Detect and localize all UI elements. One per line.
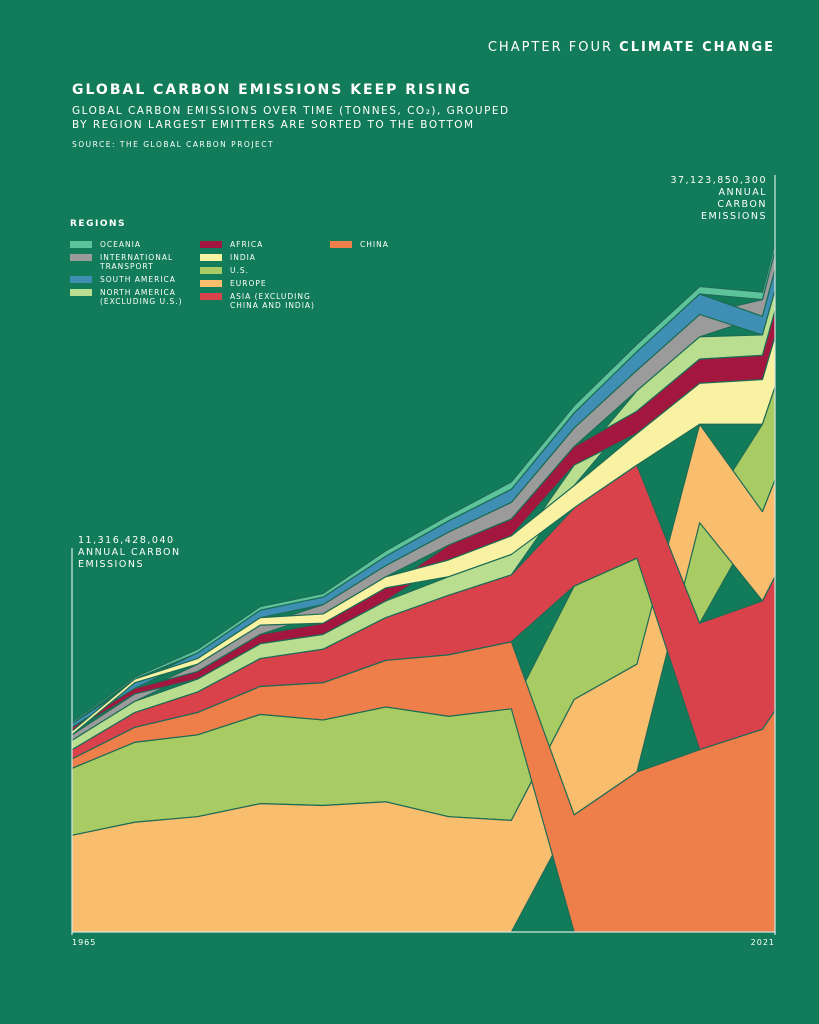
source: SOURCE: THE GLOBAL CARBON PROJECT <box>72 140 275 149</box>
legend-label: U.S. <box>230 266 250 275</box>
legend-item: INTERNATIONAL TRANSPORT <box>70 253 200 271</box>
legend-item: ASIA (EXCLUDING CHINA AND INDIA) <box>200 292 330 310</box>
legend-swatch <box>200 254 222 261</box>
chart-title: GLOBAL CARBON EMISSIONS KEEP RISING <box>72 82 472 98</box>
legend-label: NORTH AMERICA (EXCLUDING U.S.) <box>100 288 183 306</box>
chapter-header: CHAPTER FOUR CLIMATE CHANGE <box>488 40 775 55</box>
annotation: 37,123,850,300 ANNUAL CARBON EMISSIONS <box>637 175 767 223</box>
legend-title: REGIONS <box>70 219 126 229</box>
legend-label: INDIA <box>230 253 256 262</box>
legend-label: SOUTH AMERICA <box>100 275 176 284</box>
legend-label: EUROPE <box>230 279 267 288</box>
legend-item: OCEANIA <box>70 240 200 249</box>
legend-swatch <box>200 280 222 287</box>
legend-swatch <box>70 289 92 296</box>
annotation-text: ANNUAL CARBON EMISSIONS <box>701 187 767 222</box>
legend-swatch <box>70 241 92 248</box>
x-tick-label: 1965 <box>72 938 96 947</box>
x-tick-label: 2021 <box>751 938 775 947</box>
legend-item: CHINA <box>330 240 460 249</box>
legend-swatch <box>200 293 222 300</box>
legend-item: INDIA <box>200 253 330 262</box>
legend: OCEANIA INTERNATIONAL TRANSPORT SOUTH AMER… <box>70 240 388 320</box>
legend-label: OCEANIA <box>100 240 141 249</box>
legend-swatch <box>70 254 92 261</box>
chart-subtitle: GLOBAL CARBON EMISSIONS OVER TIME (TONNE… <box>72 105 510 131</box>
chapter: CHAPTER FOUR <box>487 40 614 55</box>
legend-label: INTERNATIONAL TRANSPORT <box>100 253 174 271</box>
legend-swatch <box>70 276 92 283</box>
legend-swatch <box>200 267 222 274</box>
legend-item: AFRICA <box>200 240 330 249</box>
annotation-value: 11,316,428,040 <box>78 535 175 546</box>
annotation-value: 37,123,850,300 <box>670 175 767 186</box>
legend-item: U.S. <box>200 266 330 275</box>
legend-label: AFRICA <box>230 240 264 249</box>
legend-swatch <box>330 241 352 248</box>
legend-swatch <box>200 241 222 248</box>
legend-label: CHINA <box>360 240 389 249</box>
section: CLIMATE CHANGE <box>619 40 775 55</box>
legend-item: EUROPE <box>200 279 330 288</box>
annotation-text: ANNUAL CARBON EMISSIONS <box>78 547 181 570</box>
annotation: 11,316,428,040 ANNUAL CARBON EMISSIONS <box>78 535 188 571</box>
legend-label: ASIA (EXCLUDING CHINA AND INDIA) <box>230 292 315 310</box>
legend-item: NORTH AMERICA (EXCLUDING U.S.) <box>70 288 200 306</box>
legend-item: SOUTH AMERICA <box>70 275 200 284</box>
